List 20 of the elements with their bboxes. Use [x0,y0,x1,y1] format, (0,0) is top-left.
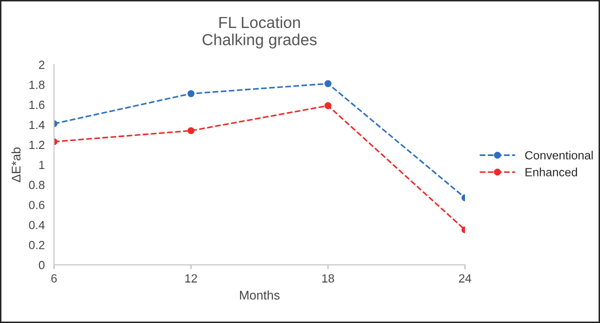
y-tick-label: 0 [38,260,45,270]
x-axis-title: Months [240,290,280,300]
y-tick-label: 0.4 [29,220,45,230]
y-axis-title: ΔE*ab [11,148,21,182]
x-tick-label: 12 [185,274,197,282]
y-tick-label: 1.4 [29,120,45,129]
legend-label: Conventional [525,150,593,160]
y-tick-label: 1.8 [29,80,44,90]
chart-title: FL Location Chalking grades [202,16,317,48]
y-tick-label: 2 [39,60,44,69]
y-tick-label: 0.2 [29,240,44,250]
x-tick-label: 6 [51,274,57,283]
y-tick-label: 0.6 [29,200,44,210]
y-tick-label: 0.8 [29,180,44,190]
y-tick-label: 1 [39,160,44,170]
y-tick-label: 1.6 [29,100,44,110]
legend-label: Enhanced [526,168,578,176]
x-tick-label: 24 [459,274,472,282]
x-tick-label: 18 [322,274,334,283]
y-tick-label: 1.2 [29,140,44,149]
